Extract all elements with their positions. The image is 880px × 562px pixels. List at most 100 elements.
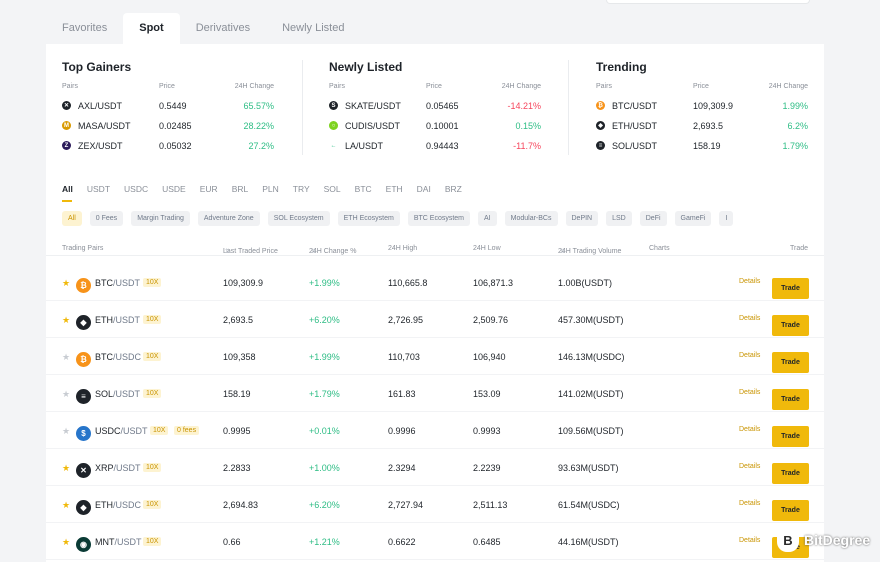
low-24h: 0.9993 xyxy=(473,426,501,436)
favorite-star-icon[interactable]: ★ xyxy=(62,500,71,510)
table-row[interactable]: ★ ✕ XRP/USDT 10X 2.2833 +1.00% 2.3294 2.… xyxy=(46,449,824,486)
favorite-star-icon[interactable]: ★ xyxy=(62,278,71,288)
trade-button[interactable]: Trade xyxy=(772,352,809,373)
details-link[interactable]: Details xyxy=(739,537,761,544)
quote-tab-pln[interactable]: PLN xyxy=(262,184,279,194)
details-link[interactable]: Details xyxy=(739,352,761,359)
favorite-star-icon[interactable]: ★ xyxy=(62,463,71,473)
chip-more[interactable]: I xyxy=(719,211,734,226)
details-link[interactable]: Details xyxy=(739,389,761,396)
chip-sol-ecosystem[interactable]: SOL Ecosystem xyxy=(267,211,330,226)
tab-favorites[interactable]: Favorites xyxy=(62,22,108,34)
change-24h: +1.21% xyxy=(309,537,340,547)
quote-tab-eur[interactable]: EUR xyxy=(199,184,218,194)
table-row[interactable]: ★ ₿ BTC/USDC 10X 109,358 +1.99% 110,703 … xyxy=(46,338,824,375)
favorite-star-icon[interactable]: ★ xyxy=(62,426,71,436)
gainer-row[interactable]: ✕ AXL/USDT 0.5449 65.57% xyxy=(62,95,274,115)
quote-tab-usdc[interactable]: USDC xyxy=(124,184,149,194)
gainer-row[interactable]: M MASA/USDT 0.02485 28.22% xyxy=(62,115,274,135)
tab-spot[interactable]: Spot xyxy=(123,13,180,44)
quote-tab-usde[interactable]: USDE xyxy=(162,184,186,194)
quote-tab-usdt[interactable]: USDT xyxy=(86,184,111,194)
quote-tab-eth[interactable]: ETH xyxy=(385,184,403,194)
pair-price: 0.10001 xyxy=(426,121,459,131)
high-24h: 0.9996 xyxy=(388,426,416,436)
quote-tab-try[interactable]: TRY xyxy=(292,184,310,194)
chip-margin-trading[interactable]: Margin Trading xyxy=(131,211,190,226)
trade-button[interactable]: Trade xyxy=(772,500,809,521)
table-row[interactable]: ★ ◉ MNT/USDT 10X 0.66 +1.21% 0.6622 0.64… xyxy=(46,523,824,560)
chip-modular-bcs[interactable]: Modular-BCs xyxy=(504,211,558,226)
quote-tab-brl[interactable]: BRL xyxy=(231,184,249,194)
sol-icon: ≡ xyxy=(76,389,91,404)
volume-24h: 93.63M(USDT) xyxy=(558,463,619,473)
quote-tab-sol[interactable]: SOL xyxy=(323,184,341,194)
chip-btc-ecosystem[interactable]: BTC Ecosystem xyxy=(407,211,471,226)
high-24h: 161.83 xyxy=(388,389,416,399)
quote-asset: /USDT xyxy=(113,315,140,325)
volume-24h: 109.56M(USDT) xyxy=(558,426,624,436)
chip-depin[interactable]: DePIN xyxy=(565,211,599,226)
quote-tab-brz[interactable]: BRZ xyxy=(444,184,462,194)
details-link[interactable]: Details xyxy=(739,315,761,322)
pair-name: SKATE/USDT xyxy=(345,101,401,111)
tab-derivatives[interactable]: Derivatives xyxy=(195,22,251,34)
favorite-star-icon[interactable]: ★ xyxy=(62,389,71,399)
trade-button[interactable]: Trade xyxy=(772,463,809,484)
chip-gamefi[interactable]: GameFi xyxy=(674,211,712,226)
newly-listed-row[interactable]: ○ CUDIS/USDT 0.10001 0.15% xyxy=(329,115,541,135)
pair-name: USDC/USDT xyxy=(95,426,148,436)
la-icon: ← xyxy=(329,141,338,150)
details-link[interactable]: Details xyxy=(739,278,761,285)
table-row[interactable]: ★ $ USDC/USDT 10X 0 fees 0.9995 +0.01% 0… xyxy=(46,412,824,449)
chip-all[interactable]: All xyxy=(62,211,82,226)
trade-button[interactable]: Trade xyxy=(772,389,809,410)
change-24h: +0.01% xyxy=(309,426,340,436)
table-row[interactable]: ★ ≡ SOL/USDT 10X 158.19 +1.79% 161.83 15… xyxy=(46,375,824,412)
newly-listed-row[interactable]: S SKATE/USDT 0.05465 -14.21% xyxy=(329,95,541,115)
details-link[interactable]: Details xyxy=(739,500,761,507)
pair-name: XRP/USDT xyxy=(95,463,141,473)
volume-24h: 44.16M(USDT) xyxy=(558,537,619,547)
high-24h: 0.6622 xyxy=(388,537,416,547)
favorite-star-icon[interactable]: ★ xyxy=(62,537,71,547)
gainer-row[interactable]: Z ZEX/USDT 0.05032 27.2% xyxy=(62,135,274,155)
tab-newly-listed[interactable]: Newly Listed xyxy=(282,22,345,34)
table-row[interactable]: ★ ₿ BTC/USDT 10X 109,309.9 +1.99% 110,66… xyxy=(46,264,824,301)
chip-defi[interactable]: DeFi xyxy=(639,211,667,226)
chip-lsd[interactable]: LSD xyxy=(606,211,632,226)
search-box-edge[interactable] xyxy=(606,0,810,4)
mnt-icon: ◉ xyxy=(76,537,91,552)
trending-row[interactable]: ₿ BTC/USDT 109,309.9 1.99% xyxy=(596,95,808,115)
base-asset: BTC xyxy=(95,352,113,362)
table-row[interactable]: ★ ◆ ETH/USDC 10X 2,694.83 +6.20% 2,727.9… xyxy=(46,486,824,523)
chip-0-fees[interactable]: 0 Fees xyxy=(89,211,124,226)
change-header: 24H Change xyxy=(234,83,274,90)
favorite-star-icon[interactable]: ★ xyxy=(62,315,71,325)
chip-eth-ecosystem[interactable]: ETH Ecosystem xyxy=(337,211,400,226)
trending-row[interactable]: ◆ ETH/USDT 2,693.5 6.2% xyxy=(596,115,808,135)
col-trade: Trade xyxy=(789,245,808,252)
newly-listed-panel: Newly Listed Pairs Price 24H Change S SK… xyxy=(329,60,541,155)
newly-listed-row[interactable]: ← LA/USDT 0.94443 -11.7% xyxy=(329,135,541,155)
pair-name: ETH/USDT xyxy=(612,121,657,131)
trade-button[interactable]: Trade xyxy=(772,426,809,447)
table-row[interactable]: ★ ◆ ETH/USDT 10X 2,693.5 +6.20% 2,726.95… xyxy=(46,301,824,338)
quote-tab-btc[interactable]: BTC xyxy=(354,184,372,194)
zero-fee-badge: 0 fees xyxy=(174,426,200,435)
chip-adventure-zone[interactable]: Adventure Zone xyxy=(197,211,260,226)
details-link[interactable]: Details xyxy=(739,426,761,433)
trending-row[interactable]: ≡ SOL/USDT 158.19 1.79% xyxy=(596,135,808,155)
chip-ai[interactable]: AI xyxy=(478,211,497,226)
trending-panel: Trending Pairs Price 24H Change ₿ BTC/US… xyxy=(596,60,808,155)
trade-button[interactable]: Trade xyxy=(772,278,809,299)
trade-button[interactable]: Trade xyxy=(772,315,809,336)
quote-tab-all[interactable]: All xyxy=(62,184,73,202)
col-label: Last Traded Price xyxy=(223,248,278,255)
btc-icon: ₿ xyxy=(76,352,91,367)
quote-tab-dai[interactable]: DAI xyxy=(416,184,431,194)
favorite-star-icon[interactable]: ★ xyxy=(62,352,71,362)
details-link[interactable]: Details xyxy=(739,463,761,470)
cudis-icon: ○ xyxy=(329,121,338,130)
quote-asset: /USDC xyxy=(113,500,142,510)
